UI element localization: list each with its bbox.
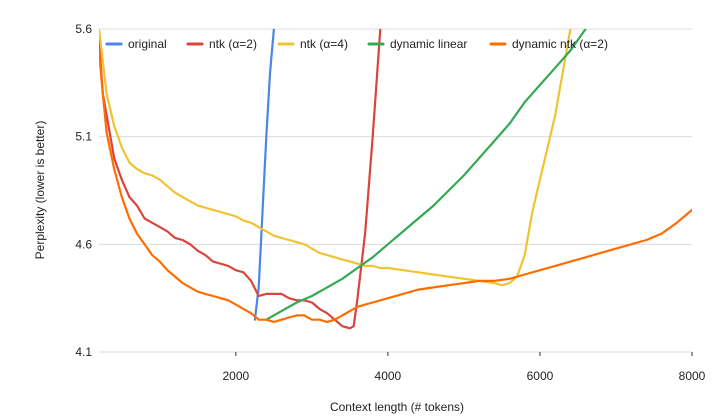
legend-label: original [128,37,167,51]
legend-item-dynamic-linear[interactable]: dynamic linear [367,37,467,51]
axes: 4.1 4.6 5.1 5.6 2000 4000 6000 8000 [75,22,705,383]
legend: original ntk (α=2) ntk (α=4) dynamic linear… [105,37,608,51]
legend-item-dynamic-ntk-2[interactable]: dynamic ntk (α=2) [489,37,608,51]
y-axis-title: Perplexity (lower is better) [33,121,47,260]
series-line-dynamic-ntk-2 [99,49,692,323]
y-tick-label: 4.1 [75,345,92,359]
series-line-ntk-4 [99,29,572,287]
series-line-ntk-2 [99,29,382,330]
legend-label: ntk (α=2) [209,37,257,51]
x-tick-label: 6000 [527,369,554,383]
x-tick-label: 4000 [375,369,402,383]
x-tick-label: 8000 [679,369,706,383]
y-tick-label: 4.6 [75,237,92,251]
x-tick-label: 2000 [222,369,249,383]
series-line-original [253,29,275,321]
series-line-dynamic-linear [265,29,587,321]
legend-label: dynamic linear [390,37,467,51]
gridlines [99,28,692,353]
legend-label: dynamic ntk (α=2) [512,37,608,51]
x-axis-title: Context length (# tokens) [330,400,464,414]
series-lines [99,29,692,330]
legend-item-ntk-4[interactable]: ntk (α=4) [277,37,348,51]
legend-label: ntk (α=4) [300,37,348,51]
legend-item-ntk-2[interactable]: ntk (α=2) [186,37,257,51]
y-tick-label: 5.6 [75,22,92,36]
y-tick-label: 5.1 [75,130,92,144]
legend-item-original[interactable]: original [105,37,167,51]
